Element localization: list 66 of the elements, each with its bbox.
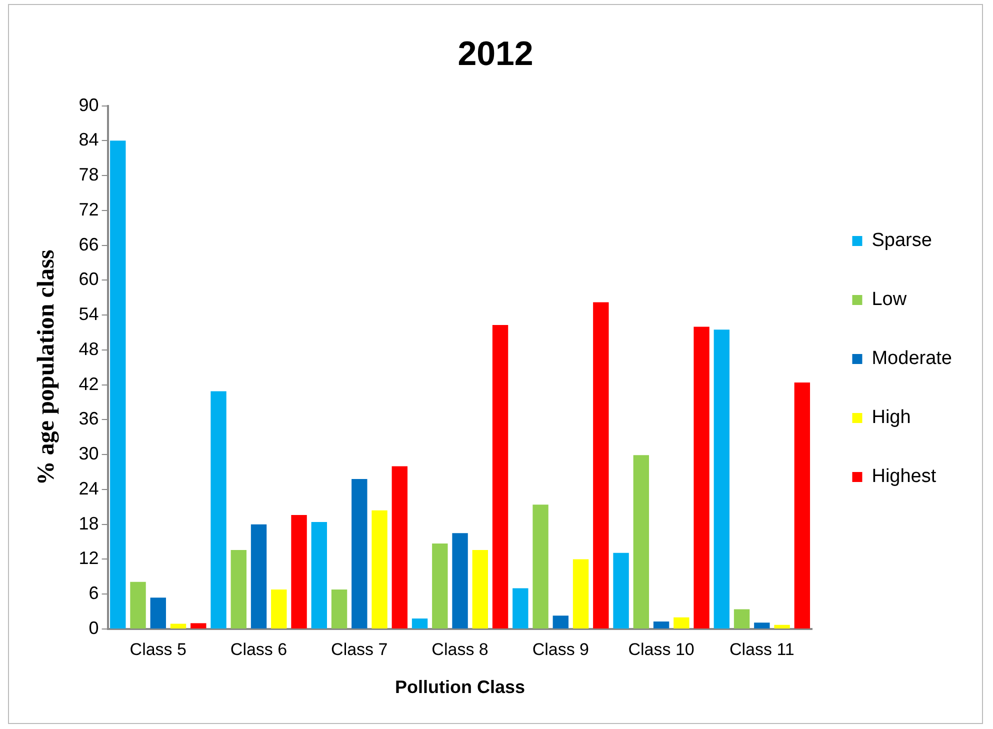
x-tick-label: Class 7 — [331, 640, 388, 659]
bar — [331, 589, 348, 628]
x-tick-label: Class 11 — [729, 640, 794, 659]
bar — [110, 140, 126, 628]
y-tick-label: 60 — [78, 269, 99, 290]
bar — [352, 479, 368, 628]
x-tick-label: Class 8 — [432, 640, 488, 659]
bar — [653, 621, 670, 628]
y-tick-label: 66 — [78, 234, 99, 254]
bar — [170, 624, 186, 628]
x-tick-label: Class 10 — [628, 640, 694, 659]
y-tick-label: 84 — [78, 130, 99, 150]
bar — [774, 624, 790, 628]
bar — [271, 589, 287, 628]
bar — [532, 504, 548, 628]
y-tick-label: 78 — [78, 164, 99, 185]
legend-label: Sparse — [872, 230, 932, 252]
bar — [150, 598, 166, 628]
legend-label: Moderate — [872, 348, 952, 370]
y-tick-label: 36 — [78, 408, 99, 429]
x-tick-label: Class 9 — [532, 640, 589, 659]
bar — [714, 330, 730, 628]
bar — [512, 588, 528, 628]
legend-label: High — [872, 407, 911, 428]
y-tick-label: 0 — [88, 618, 99, 638]
bar — [572, 559, 589, 628]
bar — [794, 382, 810, 628]
bar — [291, 515, 307, 628]
bar — [372, 510, 388, 628]
y-tick-label: 12 — [78, 548, 99, 568]
x-tick-label: Class 6 — [230, 640, 288, 659]
bar — [552, 616, 569, 628]
bar — [210, 391, 226, 628]
bar — [432, 544, 448, 628]
bar — [452, 533, 468, 628]
bar — [674, 617, 690, 628]
y-tick-label: 24 — [78, 478, 99, 498]
bar — [734, 609, 750, 628]
y-tick-label: 54 — [78, 304, 99, 324]
bar — [613, 552, 629, 628]
y-tick-label: 48 — [78, 338, 99, 359]
legend-label: Highest — [872, 466, 937, 488]
bar — [593, 302, 609, 628]
bar — [472, 550, 488, 628]
y-tick-label: 18 — [78, 513, 99, 534]
bar — [250, 524, 267, 628]
x-tick-label: Class 5 — [130, 640, 186, 659]
bar — [412, 618, 428, 628]
y-tick-label: 72 — [78, 199, 99, 220]
bar — [190, 623, 206, 628]
bar — [492, 324, 508, 628]
y-tick-label: 30 — [78, 444, 99, 464]
bar — [230, 550, 246, 628]
bar — [311, 522, 327, 628]
bar — [392, 466, 408, 628]
bar — [754, 622, 770, 628]
bar — [633, 455, 650, 628]
legend-label: Low — [872, 289, 907, 310]
y-tick-label: 42 — [78, 374, 99, 394]
y-axis-title: % age population class — [34, 250, 60, 486]
bar — [694, 326, 710, 628]
y-tick-label: 90 — [78, 94, 99, 115]
chart-title: 2012 — [458, 34, 534, 73]
bar — [130, 582, 146, 628]
x-axis-title: Pollution Class — [395, 677, 526, 698]
y-tick-label: 6 — [88, 583, 99, 604]
